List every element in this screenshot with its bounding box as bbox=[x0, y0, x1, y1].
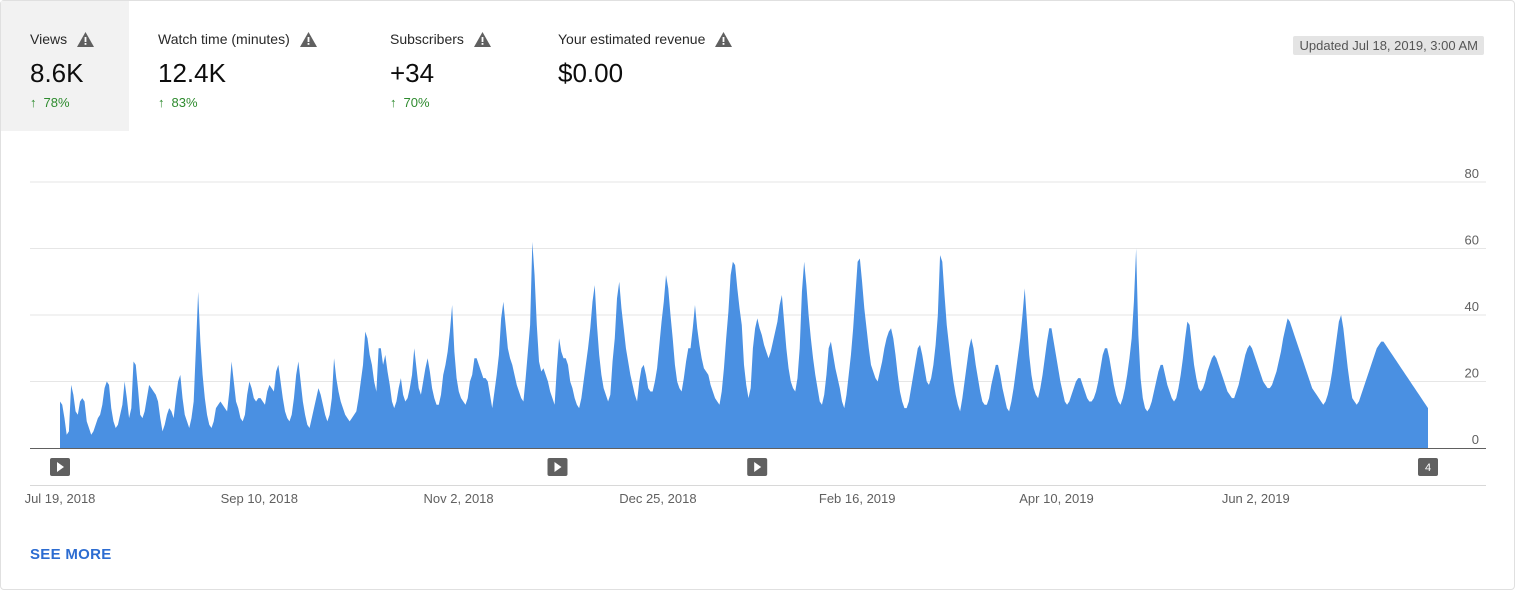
see-more-link[interactable]: SEE MORE bbox=[30, 546, 112, 563]
views-area-chart[interactable]: 80 60 40 20 0 4 Jul 19, 2018 Sep 10, 2018 Nov 2,… bbox=[1, 1, 1516, 531]
arrow-up-icon: ↑ bbox=[390, 95, 397, 110]
metric-revenue[interactable]: Your estimated revenue $0.00 bbox=[529, 1, 759, 131]
metric-views[interactable]: Views 8.6K ↑ 78% bbox=[1, 1, 129, 131]
metric-label: Subscribers bbox=[390, 31, 464, 47]
metric-change-value: 78% bbox=[43, 95, 70, 110]
metric-label: Views bbox=[30, 31, 68, 47]
x-tick-label: Feb 16, 2019 bbox=[819, 491, 896, 506]
warning-icon[interactable] bbox=[715, 31, 733, 47]
x-tick-label: Jun 2, 2019 bbox=[1222, 491, 1290, 506]
metric-change: ↑ 83% bbox=[158, 95, 359, 110]
play-icon bbox=[554, 462, 562, 472]
video-count-marker bbox=[1418, 458, 1438, 476]
x-tick-label: Nov 2, 2018 bbox=[424, 491, 494, 506]
metric-label: Watch time (minutes) bbox=[158, 31, 290, 47]
metric-change: ↑ 78% bbox=[30, 95, 129, 110]
updated-timestamp: Updated Jul 18, 2019, 3:00 AM bbox=[1293, 36, 1484, 55]
marker-count-label: 4 bbox=[1425, 462, 1431, 474]
y-tick-label: 20 bbox=[1465, 366, 1479, 381]
warning-icon[interactable] bbox=[77, 31, 95, 47]
x-tick-label: Apr 10, 2019 bbox=[1019, 491, 1093, 506]
play-icon bbox=[754, 462, 762, 472]
x-tick-label: Dec 25, 2018 bbox=[619, 491, 696, 506]
y-tick-label: 40 bbox=[1465, 299, 1479, 314]
metric-change: ↑ 70% bbox=[390, 95, 527, 110]
x-tick-label: Jul 19, 2018 bbox=[25, 491, 96, 506]
play-icon bbox=[57, 462, 64, 472]
warning-icon[interactable] bbox=[473, 31, 491, 47]
metric-watch-time[interactable]: Watch time (minutes) 12.4K ↑ 83% bbox=[129, 1, 359, 131]
arrow-up-icon: ↑ bbox=[158, 95, 165, 110]
metric-label: Your estimated revenue bbox=[558, 31, 706, 47]
metric-subscribers[interactable]: Subscribers +34 ↑ 70% bbox=[361, 1, 527, 131]
y-tick-label: 0 bbox=[1472, 432, 1479, 447]
x-tick-label: Sep 10, 2018 bbox=[221, 491, 298, 506]
y-tick-label: 60 bbox=[1465, 233, 1479, 248]
metric-value: +34 bbox=[390, 58, 435, 88]
y-tick-label: 80 bbox=[1465, 166, 1479, 181]
metric-change-value: 83% bbox=[171, 95, 198, 110]
metric-value: 8.6K bbox=[30, 58, 84, 88]
metric-value: $0.00 bbox=[558, 58, 624, 88]
metric-value: 12.4K bbox=[158, 58, 226, 88]
metric-change-value: 70% bbox=[403, 95, 430, 110]
warning-icon[interactable] bbox=[299, 31, 317, 47]
arrow-up-icon: ↑ bbox=[30, 95, 37, 110]
views-series-area bbox=[60, 241, 1428, 448]
